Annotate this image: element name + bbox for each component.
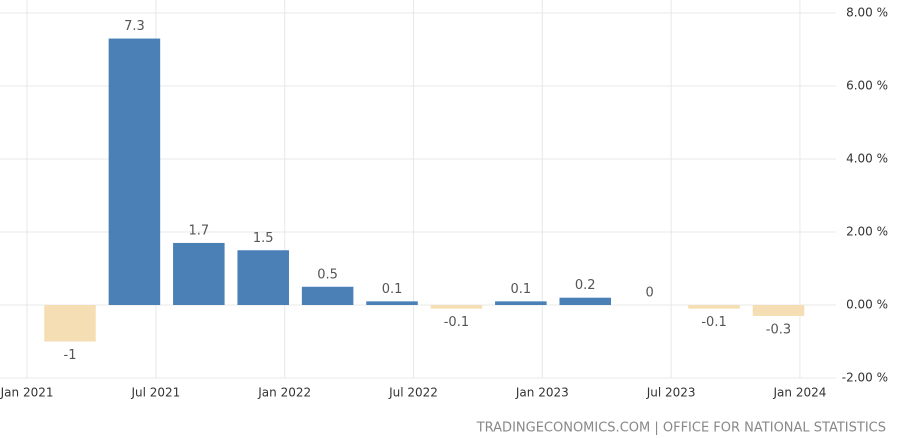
x-tick-label: Jul 2023	[646, 386, 696, 400]
x-tick-label: Jul 2022	[388, 386, 438, 400]
x-tick-label: Jan 2021	[0, 386, 53, 400]
value-label: 0.5	[317, 267, 338, 282]
value-label: -0.1	[701, 315, 726, 330]
y-tick-label: 8.00 %	[846, 6, 888, 20]
x-tick-label: Jan 2023	[515, 386, 569, 400]
bar	[44, 305, 96, 342]
value-label: 1.5	[253, 231, 274, 246]
bar	[430, 305, 483, 309]
x-tick-label: Jul 2021	[130, 386, 180, 400]
y-tick-label: 2.00 %	[846, 225, 888, 239]
value-label: 0.1	[510, 282, 531, 297]
value-label: 0.2	[575, 278, 596, 293]
x-tick-label: Jan 2022	[257, 386, 311, 400]
x-tick-label: Jan 2024	[773, 386, 827, 400]
bar	[237, 250, 289, 305]
bar	[108, 38, 161, 306]
bar	[173, 242, 225, 305]
bar	[688, 305, 740, 309]
value-label: -0.3	[766, 322, 791, 337]
y-tick-label: 4.00 %	[846, 152, 888, 166]
source: TRADINGECONOMICS.COM | OFFICE FOR NATION…	[476, 421, 886, 436]
bar	[495, 301, 547, 305]
value-label: 0.1	[382, 282, 403, 297]
bar	[752, 305, 805, 316]
bar	[301, 286, 354, 305]
value-label: -0.1	[444, 315, 469, 330]
y-tick-label: 6.00 %	[846, 79, 888, 93]
y-tick-label: 0.00 %	[846, 298, 888, 312]
value-label: 7.3	[124, 19, 145, 34]
value-label: 0	[646, 286, 654, 301]
y-tick-label: -2.00 %	[842, 371, 888, 385]
bar	[559, 297, 612, 305]
bar	[366, 301, 418, 305]
value-label: 1.7	[188, 223, 209, 238]
value-label: -1	[64, 348, 77, 363]
